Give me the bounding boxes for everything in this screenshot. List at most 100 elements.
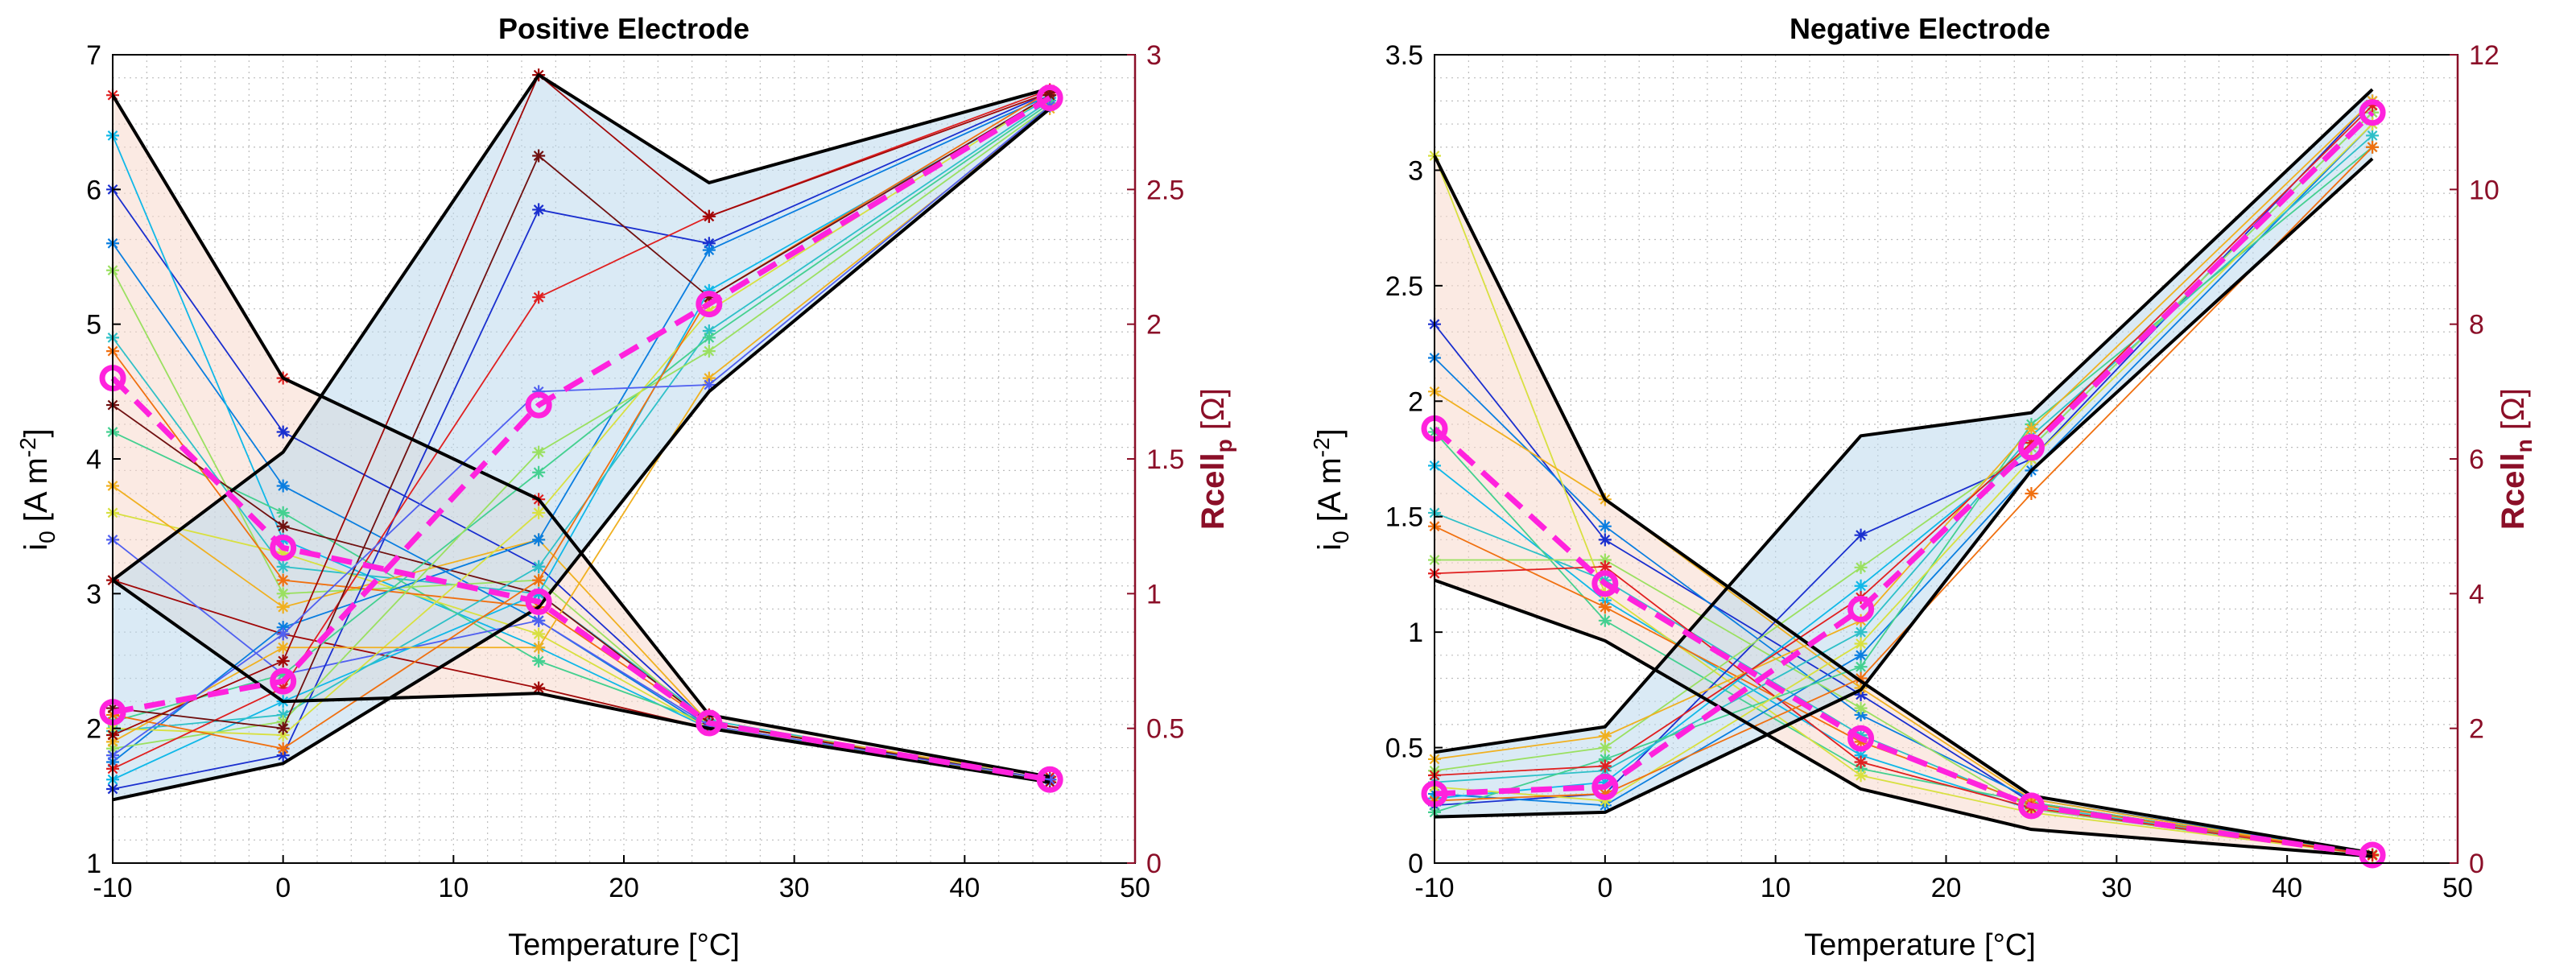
i0-mean-line-point [696,291,723,318]
ylabel-right-unit: [Ω] [1195,388,1231,439]
cell-marker [276,655,290,667]
y-right-tick-label: 10 [2469,175,2500,205]
cell-marker [702,243,716,257]
i0-min-line [1434,157,2374,819]
ylabel-right-base: Rcell [2496,452,2531,530]
y-right-tick-label: 0 [2469,849,2484,879]
x-tick-label: -10 [1414,873,1454,903]
rcell-mean-line-point [696,709,723,737]
cell-marker [532,655,546,667]
cell-marker [1854,579,1868,593]
cell-marker [276,601,290,614]
rcell-mean-line-point [525,588,552,615]
mean-lines [99,85,1063,793]
y-left-tick-label: 4 [86,444,101,475]
y-left-tick-label: 1 [86,849,101,879]
cell-marker [532,641,546,655]
ylabel-left-end: ] [19,428,54,437]
ylabel-left-unit: [A m [1312,457,1348,531]
cell-marker [702,283,716,297]
y-right-tick-label: 6 [2469,444,2484,475]
i0-mean-line-point [525,391,552,419]
cell-marker [1854,729,1868,742]
ylabel-right-unit: [Ω] [2496,388,2531,439]
y-left-tick-label: 5 [86,310,101,341]
cell-marker [532,385,546,399]
i0-mean-line-point [1036,85,1063,112]
y-right-tick-label: 4 [2469,579,2484,609]
y-right-tick-label: 2 [2469,714,2484,745]
i0-mean-line-point [2017,434,2045,461]
i0-min-line [112,107,1051,802]
cell-marker [532,149,546,163]
cell-marker [1598,593,1612,607]
cell-marker [1854,660,1868,674]
y-right-tick-labels: 0 0.5 1 1.5 2 2.5 3 [1127,40,1184,879]
cell-marker [2025,436,2038,449]
y-left-tick-labels: 0 0.5 1 1.5 2 2.5 3 3.5 [1385,40,1443,879]
ylabel-right-base: Rcell [1195,452,1231,530]
x-tick-label: 40 [949,873,980,903]
x-tick-labels: -10 0 10 20 30 40 50 [1414,855,2473,903]
y-right-tick-label: 3 [1146,40,1162,71]
cell-marker [1043,773,1057,787]
cell-marker [1598,729,1612,743]
ylabel-left-sub: 0 [35,531,60,543]
cell-marker [2366,99,2380,113]
y-axis-label-left: i0 [A m-2] [15,428,60,551]
cell-marker [1854,671,1868,685]
x-tick-label: 10 [1761,873,1791,903]
y-left-tick-label: 0 [1408,849,1423,879]
rcell-mean-line-point [2359,841,2386,869]
rcell-max-line [1433,155,2373,855]
cell-marker [2366,140,2380,154]
x-tick-label: 10 [438,873,469,903]
chart-title: Positive Electrode [498,12,749,45]
y-right-tick-label: 8 [2469,310,2484,341]
cell-marker [276,641,290,655]
cell-marker [276,715,290,729]
i0-mean-line-point [1847,595,1875,622]
ylabel-left-base: i [19,543,54,551]
rcell-mean-line-point [1847,725,1875,752]
y-right-tick-label: 0.5 [1146,714,1184,745]
x-axis-label: Temperature [°C] [1804,928,2036,962]
cell-marker [276,621,290,634]
y-left-tick-label: 3 [86,579,101,609]
cell-marker [1854,755,1868,769]
x-tick-labels: -10 0 10 20 30 40 50 [93,855,1150,903]
cell-marker [1598,775,1612,789]
cell-marker [532,614,546,627]
cell-marker [276,681,290,695]
cell-marker [1854,701,1868,715]
i0-mean-line [112,95,1051,716]
y-axis-label-right: Rcelln [Ω] [2496,388,2537,530]
cell-marker [702,209,716,223]
y-left-tick-label: 0.5 [1385,733,1423,764]
rcell-mean-line [110,376,1051,783]
cell-marker [2366,129,2380,143]
cell-marker [702,324,716,338]
y-right-tick-label: 1.5 [1146,444,1184,475]
cell-marker [532,465,546,479]
cell-marker [276,749,290,762]
cell-marker [1854,528,1868,542]
cell-marker [2025,487,2038,501]
x-tick-label: 40 [2272,873,2302,903]
y-right-tick-label: 0 [1146,849,1162,879]
ylabel-left-sup: -2 [15,437,40,457]
chart-negative-electrode: -10 0 10 20 30 40 50 00.511.522.533.5 02468101… [1309,12,2537,962]
ylabel-left-base: i [1312,543,1348,551]
cell-marker [276,560,290,573]
chart-positive-electrode: -10 0 10 20 30 40 50 1 2 3 4 5 6 7 0 0.5 1 1.5 2 2.5 3 Pos… [15,12,1236,962]
y-left-tick-label: 2 [86,714,101,745]
i0-range-fill [1435,89,2373,817]
ylabel-left-unit: [A m [19,457,54,531]
cell-marker [702,345,716,358]
cell-marker [276,721,290,735]
x-tick-label: 20 [609,873,639,903]
y-right-tick-label: 2 [1146,310,1162,341]
ylabel-left-sup: -2 [1309,437,1334,457]
cell-marker [532,291,546,304]
y-left-tick-label: 1.5 [1385,502,1423,533]
